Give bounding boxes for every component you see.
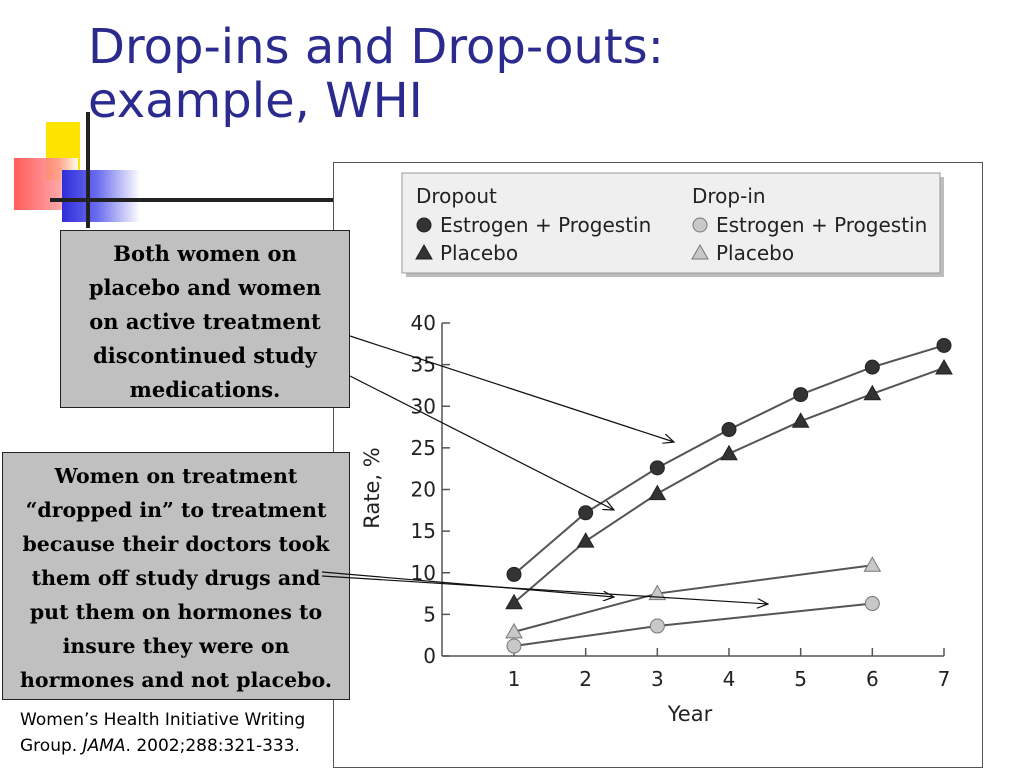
- y-tick-label: 40: [411, 311, 436, 335]
- y-tick-label: 35: [411, 353, 436, 377]
- legend-marker-dropout-placebo: [415, 243, 433, 260]
- data-point-dropout-placebo: [863, 384, 882, 401]
- legend-label-dropout-placebo: Placebo: [440, 241, 518, 265]
- chart-plot-area: [505, 337, 953, 654]
- data-point-drop-in-estrogen-progestin: [864, 596, 880, 612]
- chart-svg: Dropout Drop-in Estrogen + Progestin Pla…: [360, 172, 953, 726]
- data-point-dropout-estrogen-progestin: [649, 460, 665, 476]
- series-line-dropout-placebo: [513, 367, 945, 604]
- x-tick-label: 6: [866, 667, 879, 691]
- title-line-1: Drop-ins and Drop-outs:: [88, 19, 664, 75]
- legend-box: Dropout Drop-in Estrogen + Progestin Pla…: [401, 172, 944, 277]
- data-point-dropout-estrogen-progestin: [864, 359, 880, 375]
- callout-dropout-note: Both women on placebo and women on activ…: [60, 230, 350, 408]
- y-tick-label: 5: [423, 602, 436, 626]
- legend-marker-dropin-placebo: [691, 243, 709, 260]
- y-tick-label: 25: [411, 436, 436, 460]
- data-point-dropout-placebo: [576, 532, 595, 548]
- data-point-drop-in-estrogen-progestin: [506, 638, 522, 654]
- x-tick-label: 4: [723, 667, 736, 691]
- data-point-dropout-placebo: [935, 358, 953, 375]
- citation-rest: . 2002;288:321-333.: [125, 736, 300, 756]
- chart-figure: Dropout Drop-in Estrogen + Progestin Pla…: [333, 162, 983, 768]
- series-line-drop-in-estrogen-progestin: [513, 602, 873, 648]
- x-tick-label: 1: [508, 667, 521, 691]
- y-tick-label: 30: [411, 394, 436, 418]
- y-tick-label: 0: [423, 644, 436, 668]
- data-point-drop-in-placebo: [505, 622, 523, 639]
- data-point-dropout-estrogen-progestin: [506, 566, 522, 582]
- callout-dropin-note: Women on treatment “dropped in” to treat…: [2, 452, 350, 700]
- data-point-drop-in-estrogen-progestin: [649, 618, 665, 634]
- legend-frame: [401, 172, 941, 274]
- slide-title: Drop-ins and Drop-outs: example, WHI: [88, 20, 888, 128]
- data-point-dropout-placebo: [720, 444, 738, 461]
- legend-marker-dropout-ep: [416, 217, 432, 233]
- decor-blue-square: [62, 170, 140, 222]
- legend-label-dropin-placebo: Placebo: [716, 241, 794, 265]
- data-point-dropout-estrogen-progestin: [578, 505, 594, 521]
- y-tick-label: 10: [411, 561, 436, 585]
- citation-line-1: Women’s Health Initiative Writing: [20, 710, 306, 730]
- decor-horizontal-line: [50, 198, 340, 202]
- data-point-dropout-estrogen-progestin: [721, 422, 737, 438]
- title-line-2: example, WHI: [88, 73, 423, 129]
- legend-marker-dropin-ep: [692, 217, 708, 233]
- x-tick-label: 7: [938, 667, 951, 691]
- x-tick-label: 5: [794, 667, 807, 691]
- x-tick-label: 2: [579, 667, 592, 691]
- y-tick-label: 15: [411, 519, 436, 543]
- y-axis-label: Rate, %: [360, 447, 384, 528]
- data-point-dropout-estrogen-progestin: [793, 387, 809, 403]
- data-point-dropout-estrogen-progestin: [936, 337, 952, 353]
- data-point-dropout-placebo: [648, 484, 667, 501]
- citation-group: Group.: [20, 736, 83, 756]
- legend-label-dropin-ep: Estrogen + Progestin: [716, 213, 927, 237]
- data-point-dropout-placebo: [791, 412, 810, 428]
- citation: Women’s Health Initiative Writing Group.…: [20, 707, 305, 759]
- legend-group2-title: Drop-in: [692, 184, 766, 208]
- data-point-drop-in-placebo: [863, 556, 882, 572]
- x-axis-label: Year: [667, 702, 713, 726]
- decor-vertical-line: [86, 112, 90, 228]
- x-tick-label: 3: [651, 667, 664, 691]
- y-tick-label: 20: [411, 478, 436, 502]
- legend-group1-title: Dropout: [416, 184, 497, 208]
- legend-label-dropout-ep: Estrogen + Progestin: [440, 213, 651, 237]
- citation-journal: JAMA: [82, 736, 126, 756]
